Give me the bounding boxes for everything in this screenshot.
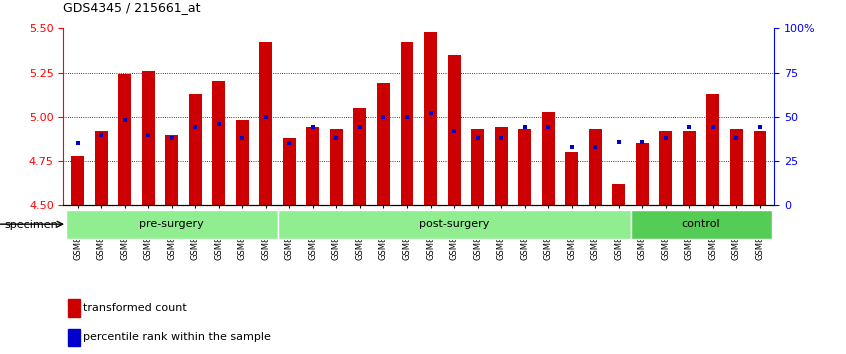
Text: percentile rank within the sample: percentile rank within the sample <box>83 332 271 342</box>
Text: specimen: specimen <box>4 220 58 230</box>
Text: GDS4345 / 215661_at: GDS4345 / 215661_at <box>63 1 201 14</box>
Bar <box>260 42 272 205</box>
Bar <box>377 83 390 205</box>
Bar <box>95 131 107 205</box>
Text: pre-surgery: pre-surgery <box>140 219 204 229</box>
Bar <box>68 299 80 317</box>
Bar <box>424 32 437 205</box>
Bar <box>118 74 131 205</box>
Bar <box>71 156 84 205</box>
Bar <box>589 129 602 205</box>
Bar <box>189 94 201 205</box>
Bar <box>754 131 766 205</box>
Text: transformed count: transformed count <box>83 303 187 313</box>
Bar <box>165 135 179 205</box>
Bar <box>283 138 296 205</box>
Bar <box>565 152 578 205</box>
Bar <box>630 210 772 239</box>
Bar <box>400 42 414 205</box>
Bar <box>519 129 531 205</box>
Bar <box>706 94 719 205</box>
Bar <box>495 127 508 205</box>
Bar <box>730 129 743 205</box>
Bar <box>212 81 225 205</box>
Bar <box>277 210 630 239</box>
Bar <box>68 329 80 346</box>
Bar <box>354 108 366 205</box>
Bar <box>636 143 649 205</box>
Bar <box>306 127 319 205</box>
Bar <box>66 210 277 239</box>
Bar <box>613 184 625 205</box>
Bar <box>659 131 673 205</box>
Text: control: control <box>682 219 721 229</box>
Bar <box>236 120 249 205</box>
Bar <box>448 55 460 205</box>
Bar <box>141 71 155 205</box>
Bar <box>471 129 484 205</box>
Text: post-surgery: post-surgery <box>419 219 489 229</box>
Bar <box>330 129 343 205</box>
Bar <box>541 112 555 205</box>
Bar <box>683 131 696 205</box>
